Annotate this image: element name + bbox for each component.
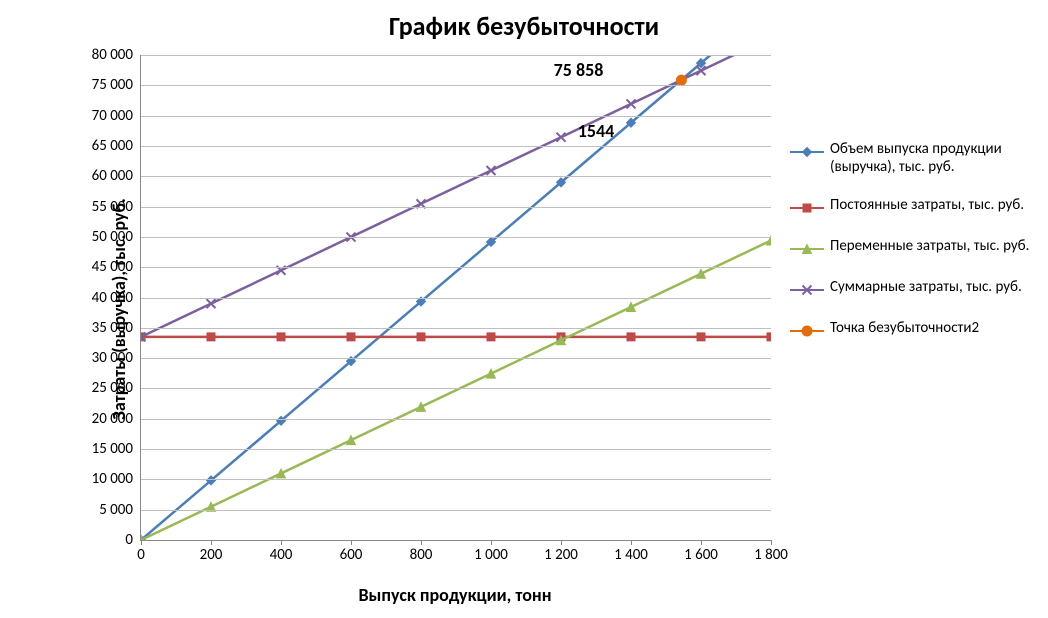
series-marker-fixed <box>347 333 355 341</box>
y-tick-label: 35 000 <box>92 319 141 337</box>
x-tick-label: 0 <box>137 540 145 564</box>
legend-item-revenue: Объем выпуска продукции (выручка), тыс. … <box>790 140 1030 176</box>
gridline <box>141 85 771 86</box>
series-marker-variable <box>277 469 286 478</box>
x-tick-label: 1 400 <box>614 540 648 564</box>
gridline <box>141 419 771 420</box>
plot-area: 05 00010 00015 00020 00025 00030 00035 0… <box>140 55 771 541</box>
legend-item-total: Суммарные затраты, тыс. руб. <box>790 278 1030 299</box>
y-tick-label: 30 000 <box>92 349 141 367</box>
series-marker-total <box>207 299 216 308</box>
gridline <box>141 55 771 56</box>
gridline <box>141 449 771 450</box>
data-label: 75 858 <box>554 59 604 81</box>
gridline <box>141 510 771 511</box>
series-marker-variable <box>347 436 356 445</box>
x-tick-label: 400 <box>270 540 293 564</box>
legend: Объем выпуска продукции (выручка), тыс. … <box>790 140 1030 360</box>
y-tick-label: 70 000 <box>92 107 141 125</box>
legend-label: Точка безубыточности2 <box>830 319 979 337</box>
y-tick-label: 45 000 <box>92 258 141 276</box>
y-tick-label: 55 000 <box>92 198 141 216</box>
chart-title: График безубыточности <box>0 10 1048 42</box>
gridline <box>141 388 771 389</box>
gridline <box>141 176 771 177</box>
series-marker-total <box>487 166 496 175</box>
y-tick-label: 50 000 <box>92 228 141 246</box>
y-tick-label: 20 000 <box>92 410 141 428</box>
gridline <box>141 328 771 329</box>
series-marker-fixed <box>767 333 771 341</box>
series-marker-fixed <box>277 333 285 341</box>
series-marker-variable <box>417 402 426 411</box>
y-tick-label: 80 000 <box>92 46 141 64</box>
series-marker-total <box>627 99 636 108</box>
x-tick-label: 1 000 <box>474 540 508 564</box>
legend-item-breakeven: Точка безубыточности2 <box>790 319 1030 340</box>
y-tick-label: 60 000 <box>92 167 141 185</box>
series-marker-fixed <box>207 333 215 341</box>
legend-item-fixed: Постоянные затраты, тыс. руб. <box>790 196 1030 217</box>
legend-marker-total <box>790 281 824 299</box>
x-tick-label: 600 <box>340 540 363 564</box>
y-tick-label: 65 000 <box>92 137 141 155</box>
y-tick-label: 10 000 <box>92 470 141 488</box>
series-marker-variable <box>627 303 636 312</box>
gridline <box>141 479 771 480</box>
gridline <box>141 358 771 359</box>
x-tick-label: 800 <box>410 540 433 564</box>
breakeven-chart: График безубыточности Затраты (выручка),… <box>0 0 1048 618</box>
series-line-total <box>141 55 771 337</box>
legend-label: Объем выпуска продукции (выручка), тыс. … <box>830 140 1030 176</box>
series-marker-fixed <box>417 333 425 341</box>
series-line-variable <box>141 240 771 540</box>
x-tick-label: 1 200 <box>544 540 578 564</box>
x-axis-label: Выпуск продукции, тонн <box>140 584 770 606</box>
y-tick-label: 5 000 <box>99 501 141 519</box>
series-marker-breakeven <box>676 75 686 85</box>
legend-marker-breakeven <box>790 322 824 340</box>
legend-label: Постоянные затраты, тыс. руб. <box>830 196 1024 214</box>
x-tick-label: 1 800 <box>754 540 788 564</box>
legend-label: Переменные затраты, тыс. руб. <box>830 237 1029 255</box>
gridline <box>141 237 771 238</box>
gridline <box>141 267 771 268</box>
gridline <box>141 207 771 208</box>
y-tick-label: 15 000 <box>92 440 141 458</box>
series-marker-total <box>557 133 566 142</box>
y-tick-label: 25 000 <box>92 379 141 397</box>
gridline <box>141 298 771 299</box>
series-marker-variable <box>697 269 706 278</box>
x-tick-label: 1 600 <box>684 540 718 564</box>
legend-marker-revenue <box>790 143 824 161</box>
x-tick-label: 200 <box>200 540 223 564</box>
gridline <box>141 146 771 147</box>
gridline <box>141 116 771 117</box>
y-tick-label: 75 000 <box>92 76 141 94</box>
series-marker-fixed <box>487 333 495 341</box>
series-marker-fixed <box>627 333 635 341</box>
legend-marker-variable <box>790 240 824 258</box>
y-tick-label: 40 000 <box>92 289 141 307</box>
legend-item-variable: Переменные затраты, тыс. руб. <box>790 237 1030 258</box>
series-marker-variable <box>487 369 496 378</box>
legend-marker-fixed <box>790 199 824 217</box>
data-label: 1544 <box>578 120 615 142</box>
legend-label: Суммарные затраты, тыс. руб. <box>830 278 1022 296</box>
series-marker-fixed <box>697 333 705 341</box>
